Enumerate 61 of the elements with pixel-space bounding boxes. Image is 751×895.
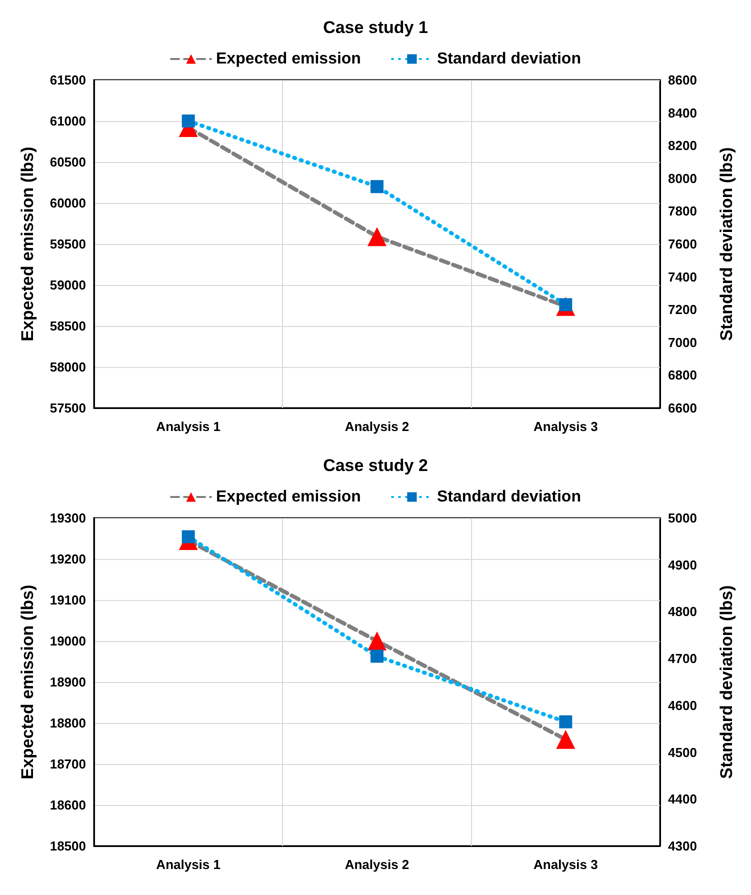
- y2-tick-label: 4600: [668, 698, 697, 713]
- y-tick-label: 61000: [50, 114, 86, 128]
- y-tick-label: 18700: [50, 756, 86, 772]
- y-tick-label: 58500: [50, 318, 86, 334]
- y2-tick-label: 7200: [668, 302, 697, 318]
- point: [370, 180, 384, 194]
- legend-label: Standard deviation: [436, 488, 581, 506]
- x-tick-label: Analysis 2: [344, 857, 410, 872]
- y-tick-label: 19200: [50, 552, 86, 566]
- y-tick-label: 60000: [50, 196, 86, 210]
- y2-tick-label: 4500: [668, 744, 697, 760]
- legend-label: Expected emission: [216, 488, 361, 506]
- y-tick-label: 18500: [50, 838, 86, 854]
- point: [370, 650, 384, 663]
- point: [182, 114, 195, 128]
- y-tick-label: 18600: [50, 798, 86, 812]
- x-tick-label: Analysis 3: [534, 857, 598, 872]
- y2-axis-title: Standard deviation (lbs): [717, 147, 736, 341]
- y-axis-title: Expected emission (lbs): [18, 584, 37, 780]
- y2-tick-label: 6800: [668, 368, 697, 383]
- y2-tick-label: 8200: [668, 138, 697, 154]
- y2-tick-label: 8400: [668, 105, 697, 120]
- legend-label: Standard deviation: [436, 50, 581, 68]
- legend-label: Expected emission: [216, 50, 361, 68]
- x-tick-label: Analysis 1: [156, 857, 220, 872]
- y2-tick-label: 7600: [668, 236, 697, 252]
- y-tick-label: 18900: [50, 674, 86, 690]
- point: [556, 730, 576, 749]
- y2-tick-label: 4800: [668, 604, 697, 620]
- y2-tick-label: 6600: [668, 400, 697, 416]
- y2-tick-label: 5000: [668, 510, 697, 526]
- y2-tick-label: 4300: [668, 838, 697, 854]
- y2-tick-label: 8000: [668, 170, 697, 186]
- y-tick-label: 61500: [50, 72, 86, 88]
- y2-tick-label: 7000: [668, 334, 697, 350]
- x-tick-label: Analysis 3: [534, 419, 598, 434]
- x-tick-label: Analysis 2: [344, 419, 410, 434]
- point: [182, 530, 195, 544]
- y-tick-label: 57500: [50, 400, 86, 416]
- y2-axis-title: Standard deviation (lbs): [717, 585, 736, 779]
- y2-tick-label: 4900: [668, 557, 697, 572]
- y-tick-label: 18800: [50, 716, 86, 730]
- y-tick-label: 19000: [50, 634, 86, 648]
- y2-tick-label: 7800: [668, 204, 697, 219]
- y-tick-label: 59000: [50, 278, 86, 292]
- y2-tick-label: 4400: [668, 792, 697, 807]
- y2-tick-label: 8600: [668, 72, 697, 88]
- chart-title: Case study 2: [323, 456, 428, 475]
- y-tick-label: 59500: [50, 236, 86, 252]
- y-axis-title: Expected emission (lbs): [18, 146, 37, 342]
- y-tick-label: 19300: [50, 510, 86, 526]
- y-tick-label: 58000: [50, 360, 86, 374]
- y-tick-label: 60500: [50, 154, 86, 170]
- point: [368, 227, 386, 246]
- point: [559, 715, 572, 728]
- point: [368, 632, 386, 650]
- x-tick-label: Analysis 1: [156, 419, 220, 434]
- y2-tick-label: 7400: [668, 269, 697, 284]
- y-tick-label: 19100: [50, 592, 86, 608]
- y2-tick-label: 4700: [668, 651, 697, 666]
- chart-title: Case study 1: [323, 18, 428, 37]
